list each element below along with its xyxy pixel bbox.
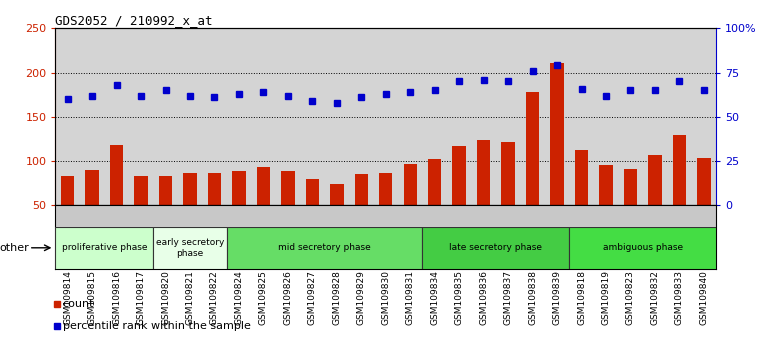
Bar — [183, 173, 197, 205]
Bar — [153, 227, 226, 269]
Bar — [569, 227, 716, 269]
Bar — [526, 92, 539, 205]
Bar — [233, 171, 246, 205]
Text: mid secretory phase: mid secretory phase — [278, 243, 371, 252]
Text: count: count — [62, 299, 94, 309]
Text: percentile rank within the sample: percentile rank within the sample — [62, 321, 250, 331]
Bar — [453, 146, 466, 205]
Bar — [428, 159, 441, 205]
Bar — [159, 176, 172, 205]
Bar — [599, 166, 613, 205]
Bar — [61, 176, 75, 205]
Bar — [403, 164, 417, 205]
Bar — [55, 227, 153, 269]
Bar — [208, 173, 221, 205]
Text: ambiguous phase: ambiguous phase — [603, 243, 683, 252]
Bar — [697, 159, 711, 205]
Bar — [330, 184, 343, 205]
Bar — [110, 145, 123, 205]
Bar — [423, 227, 569, 269]
Bar — [134, 176, 148, 205]
Bar — [226, 227, 423, 269]
Text: GDS2052 / 210992_x_at: GDS2052 / 210992_x_at — [55, 14, 213, 27]
Bar — [673, 135, 686, 205]
Bar — [281, 171, 295, 205]
Bar — [624, 169, 638, 205]
Bar — [648, 155, 661, 205]
Bar — [501, 143, 515, 205]
Text: early secretory
phase: early secretory phase — [156, 238, 224, 257]
Bar — [379, 173, 393, 205]
Text: proliferative phase: proliferative phase — [62, 243, 147, 252]
Bar — [85, 170, 99, 205]
Bar — [256, 167, 270, 205]
Text: other: other — [0, 243, 28, 253]
Text: late secretory phase: late secretory phase — [450, 243, 542, 252]
Bar — [354, 175, 368, 205]
Bar — [477, 140, 490, 205]
Bar — [306, 179, 319, 205]
Bar — [574, 150, 588, 205]
Bar — [551, 63, 564, 205]
